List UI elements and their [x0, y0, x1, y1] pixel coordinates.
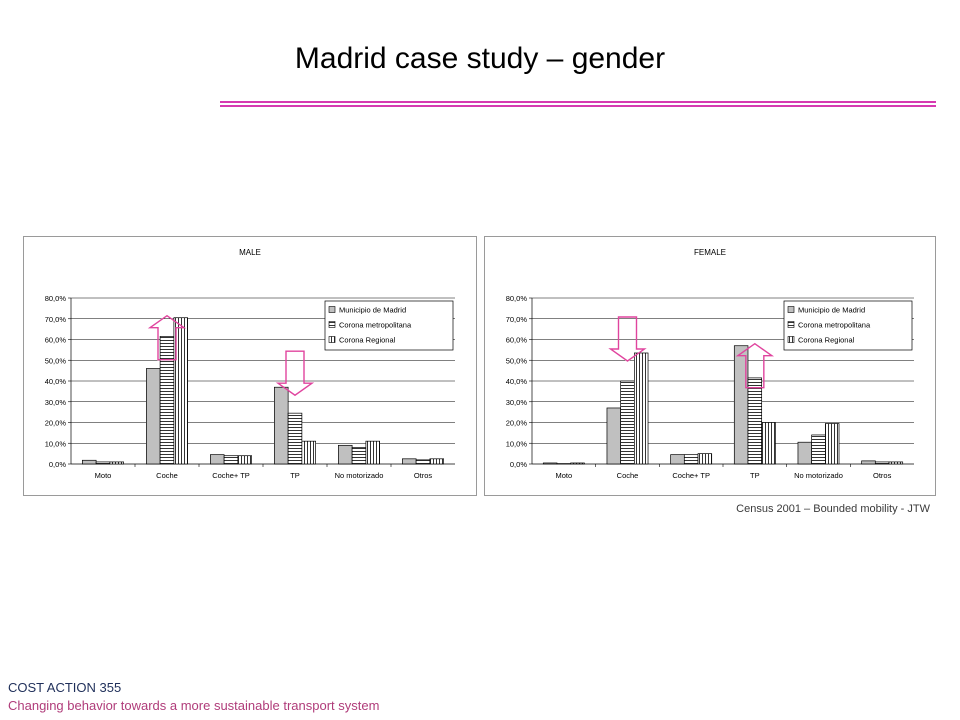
bar: [365, 440, 380, 465]
y-tick-label: 40,0%: [506, 377, 528, 386]
bar: [761, 422, 776, 465]
x-tick-label: No motorizado: [794, 471, 843, 480]
x-tick-label: Moto: [95, 471, 112, 480]
legend-box: [783, 300, 913, 351]
title-divider-bottom: [220, 105, 936, 107]
legend-swatch: [787, 306, 795, 313]
trend-arrow-down: [275, 350, 315, 397]
bar: [223, 455, 239, 465]
bar: [697, 453, 713, 465]
bar: [747, 377, 763, 465]
y-tick-label: 50,0%: [506, 356, 528, 365]
bar: [542, 462, 558, 465]
bar: [402, 458, 417, 465]
legend-label: Corona Regional: [798, 336, 855, 345]
female-chart-svg: FEMALE 0,0% 10,0% 20,0% 30,0% 40,0% 50,0% 60,0%…: [506, 248, 914, 480]
bar: [210, 454, 225, 465]
legend-label: Municipio de Madrid: [798, 306, 865, 315]
bar: [429, 458, 444, 465]
female-chart: FEMALE 0,0% 10,0% 20,0% 30,0% 40,0% 50,0% 60,0%…: [484, 236, 936, 496]
y-tick-label: 20,0%: [45, 419, 67, 428]
trend-arrow-down: [608, 316, 647, 362]
source-note: Census 2001 – Bounded mobility - JTW: [736, 503, 930, 515]
legend-swatch: [328, 321, 336, 328]
bar: [301, 440, 316, 465]
legend-label: Corona Regional: [339, 336, 396, 345]
x-tick-label: TP: [750, 471, 760, 480]
bar: [237, 455, 252, 465]
y-tick-label: 60,0%: [506, 336, 528, 345]
legend-swatch: [328, 336, 336, 343]
y-tick-label: 20,0%: [506, 419, 528, 428]
y-tick-label: 70,0%: [45, 315, 67, 324]
x-tick-label: Moto: [555, 471, 572, 480]
legend-swatch: [328, 306, 336, 313]
male-chart-svg: MALE 0,0% 10,0% 20,0% 30,0% 40,0% 50,0% 60,0% 70…: [45, 248, 455, 480]
x-tick-label: Otros: [873, 471, 892, 480]
title-divider-top: [220, 101, 936, 103]
bar: [683, 454, 699, 465]
male-chart: MALE 0,0% 10,0% 20,0% 30,0% 40,0% 50,0% 60,0% 70…: [23, 236, 477, 496]
y-tick-label: 0,0%: [49, 460, 66, 469]
bar: [570, 462, 585, 465]
bar: [888, 461, 904, 465]
legend-label: Corona metropolitana: [339, 321, 412, 330]
legend-box: [324, 300, 454, 351]
legend-swatch: [787, 336, 795, 343]
bar: [861, 460, 876, 465]
bar: [95, 461, 111, 465]
x-tick-label: Coche: [156, 471, 178, 480]
bar: [351, 447, 367, 465]
x-tick-label: Coche: [617, 471, 639, 480]
bar: [824, 423, 840, 465]
x-tick-label: Otros: [414, 471, 433, 480]
x-tick-label: Coche+ TP: [672, 471, 710, 480]
x-tick-label: No motorizado: [335, 471, 384, 480]
y-tick-label: 80,0%: [506, 294, 528, 303]
y-tick-label: 60,0%: [45, 336, 67, 345]
bar: [811, 434, 826, 465]
bar: [415, 459, 431, 465]
bar: [146, 368, 161, 465]
y-tick-label: 0,0%: [510, 460, 527, 469]
trend-arrow-up: [147, 314, 187, 361]
x-tick-label: Coche+ TP: [212, 471, 250, 480]
bar: [606, 407, 622, 465]
bar: [159, 336, 175, 465]
bar: [287, 412, 303, 465]
chart-title: MALE: [239, 248, 261, 257]
footer-project: COST ACTION 355: [8, 680, 122, 695]
y-tick-label: 30,0%: [506, 398, 528, 407]
y-tick-label: 50,0%: [45, 356, 67, 365]
legend-swatch: [787, 321, 795, 328]
y-tick-label: 30,0%: [45, 398, 67, 407]
y-tick-label: 80,0%: [45, 294, 67, 303]
bar: [274, 386, 289, 465]
bar: [874, 461, 890, 465]
chart-title: FEMALE: [694, 248, 726, 257]
bar: [633, 352, 649, 465]
legend-label: Municipio de Madrid: [339, 306, 406, 315]
bar: [620, 380, 635, 465]
y-tick-label: 10,0%: [45, 439, 67, 448]
x-tick-label: TP: [290, 471, 300, 480]
y-tick-label: 10,0%: [506, 439, 528, 448]
bar: [797, 441, 813, 465]
bar: [670, 454, 685, 465]
bar: [82, 459, 97, 465]
bar: [109, 461, 124, 465]
trend-arrow-up: [735, 342, 775, 389]
bar: [338, 444, 353, 465]
footer-subtitle: Changing behavior towards a more sustain…: [8, 698, 380, 713]
page-title: Madrid case study – gender: [294, 42, 666, 75]
legend-label: Corona metropolitana: [798, 321, 871, 330]
bar: [173, 317, 188, 465]
y-tick-label: 40,0%: [45, 377, 67, 386]
y-tick-label: 70,0%: [506, 315, 528, 324]
